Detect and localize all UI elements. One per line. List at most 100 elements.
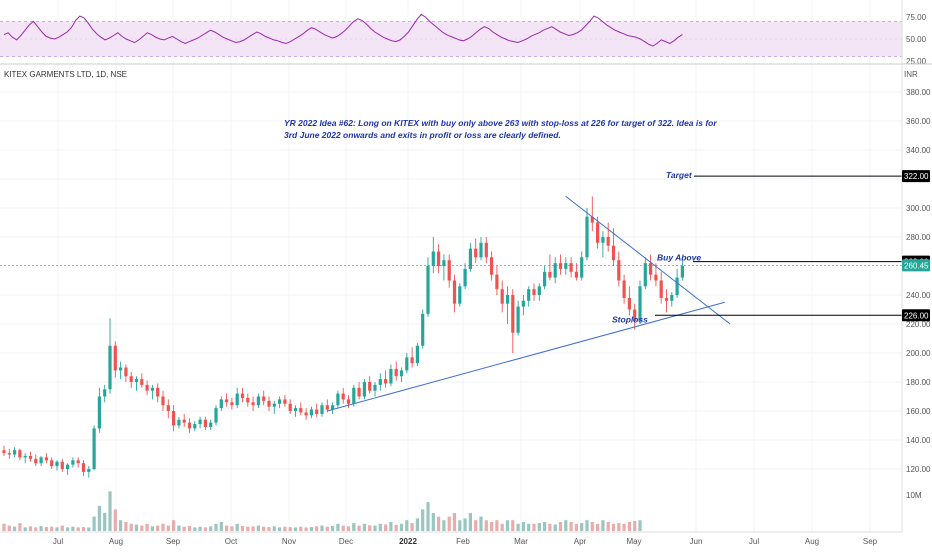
candle-body xyxy=(256,396,260,406)
volume-bar xyxy=(458,520,462,531)
candle-body xyxy=(2,450,6,454)
volume-bar xyxy=(246,526,250,531)
stoploss-label: Stoploss xyxy=(612,314,648,324)
candle-body xyxy=(166,405,170,411)
volume-bar xyxy=(23,527,27,531)
volume-bar xyxy=(240,525,245,531)
volume-bar xyxy=(543,522,547,531)
volume-bar xyxy=(235,523,239,531)
volume-bar xyxy=(209,526,213,531)
candles xyxy=(2,196,684,478)
candle-body xyxy=(13,450,17,455)
rsi-pane: 75.00 50.00 25.00 xyxy=(0,13,927,66)
candle-body xyxy=(331,405,335,410)
candle-body xyxy=(384,379,388,384)
volume-bar xyxy=(97,505,101,531)
rsi-tick-label: 50.00 xyxy=(906,35,927,44)
volume-bar xyxy=(611,523,616,531)
volume-bar xyxy=(362,523,366,531)
grid xyxy=(0,0,902,532)
volume-bar xyxy=(256,525,260,531)
volume-bar xyxy=(71,526,75,531)
price-tick-label: 300.00 xyxy=(906,204,931,213)
volume-bar xyxy=(39,525,43,531)
volume-bar xyxy=(198,526,202,531)
candle-body xyxy=(580,257,584,278)
candle-body xyxy=(18,450,22,458)
time-tick-label: Feb xyxy=(456,537,470,546)
volume-bar xyxy=(532,523,536,531)
volume-bar xyxy=(166,525,170,531)
candle-body xyxy=(527,289,531,301)
candle-body xyxy=(638,286,642,322)
volume-bar xyxy=(193,527,197,531)
candle-body xyxy=(225,399,229,403)
volume-bar xyxy=(596,523,600,531)
candle-body xyxy=(278,399,282,404)
candle-body xyxy=(346,399,351,404)
volume-bar xyxy=(511,520,515,531)
volume-bar xyxy=(28,526,33,531)
volume-bar xyxy=(585,520,589,531)
candle-body xyxy=(219,399,223,409)
idea-text-line1: YR 2022 Idea #62: Long on KITEX with buy… xyxy=(284,118,717,128)
candle-body xyxy=(235,393,239,406)
candle-body xyxy=(209,422,213,427)
candle-body xyxy=(203,419,207,427)
candle-body xyxy=(150,387,154,391)
candle-body xyxy=(352,387,356,404)
candle-body xyxy=(187,422,192,429)
candle-body xyxy=(140,379,144,385)
candle-body xyxy=(447,260,451,281)
volume-bar xyxy=(156,525,160,531)
candle-body xyxy=(543,271,547,287)
price-tick-label: 340.00 xyxy=(906,146,931,155)
price-tick-label: 200.00 xyxy=(906,349,931,358)
time-tick-label: Sep xyxy=(863,537,878,546)
candle-body xyxy=(479,242,483,258)
volume-bar xyxy=(267,527,271,531)
candle-body xyxy=(103,389,107,397)
volume-bar xyxy=(161,523,165,531)
candle-body xyxy=(368,382,372,391)
candle-body xyxy=(76,460,80,464)
candle-body xyxy=(564,263,568,269)
candle-body xyxy=(362,382,366,397)
candle-body xyxy=(421,313,425,346)
volume-bar xyxy=(617,523,621,531)
candle-body xyxy=(97,396,101,429)
time-tick-label: Mar xyxy=(514,537,528,546)
volume-bar xyxy=(474,520,478,531)
volume-bar xyxy=(399,523,404,531)
candle-body xyxy=(490,257,494,275)
volume-bar xyxy=(108,491,112,531)
trendlines xyxy=(327,196,731,412)
candle-body xyxy=(240,393,245,398)
candle-body xyxy=(341,393,345,400)
volume-bar xyxy=(278,527,282,531)
time-tick-label: 2022 xyxy=(399,537,417,546)
volume-bar xyxy=(2,523,6,531)
volume-bar xyxy=(558,522,563,531)
candle-body xyxy=(124,367,128,377)
volume-bar xyxy=(569,522,573,531)
candle-body xyxy=(272,403,276,407)
falling-resistance-trendline xyxy=(565,196,731,325)
candle-body xyxy=(405,357,409,371)
candle-body xyxy=(680,266,684,278)
volume-bar xyxy=(638,520,642,531)
volume-bar xyxy=(140,525,144,531)
volume-bar xyxy=(633,520,637,531)
volume-bar xyxy=(500,523,504,531)
candle-body xyxy=(230,402,234,406)
candle-body xyxy=(675,277,679,295)
volume-bar xyxy=(124,522,128,531)
candle-body xyxy=(71,460,75,465)
volume-bar xyxy=(426,502,430,531)
candle-body xyxy=(357,387,361,397)
volume-bar xyxy=(378,523,382,531)
candle-body xyxy=(442,260,446,266)
candle-body xyxy=(182,419,186,423)
volume-bar xyxy=(129,523,133,531)
